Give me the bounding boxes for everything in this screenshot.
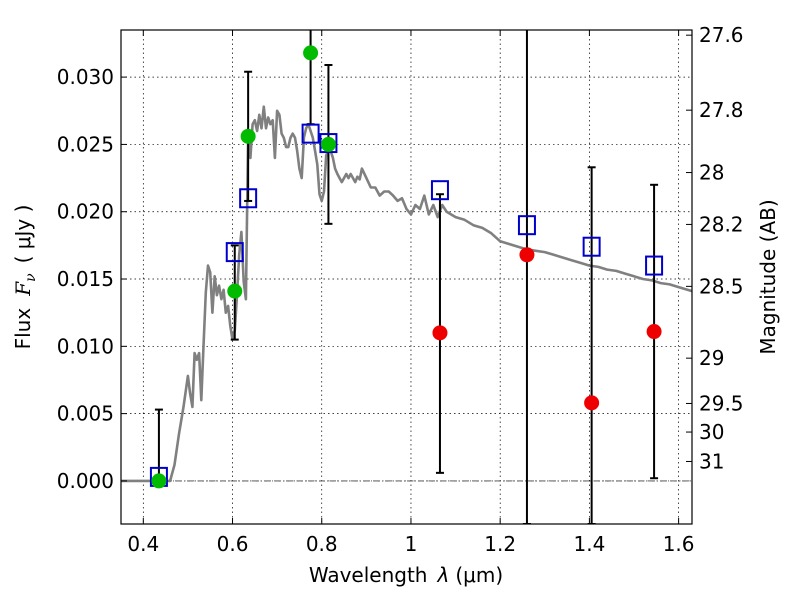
model-photometry-point — [430, 180, 449, 201]
x-tick-label: 1.2 — [484, 532, 516, 556]
detection-point — [303, 45, 319, 61]
detection-point — [227, 283, 243, 299]
non-detection-point — [432, 325, 448, 341]
non-detection-point — [519, 247, 535, 263]
y-axis-title-symbol: F — [11, 281, 35, 297]
y2-tick-label: 27.8 — [699, 98, 744, 122]
y2-tick-label: 28 — [699, 161, 724, 185]
y2-tick-label: 31 — [699, 449, 724, 473]
model-photometry-group — [149, 123, 664, 487]
y2-tick-label: 27.6 — [699, 23, 744, 47]
non-detection-point — [584, 395, 600, 411]
detection-point — [151, 473, 167, 489]
x-axis-title-unit: (μm) — [455, 563, 503, 587]
x-axis-title-symbol: λ — [437, 563, 450, 587]
y-axis-title-unit: ( μJy ) — [11, 205, 35, 264]
y2-tick-label: 28.2 — [699, 212, 744, 236]
y-axis-title-subscript: ν — [23, 273, 39, 282]
model-photometry-point — [517, 215, 536, 236]
y-tick-label: 0.015 — [57, 267, 114, 291]
model-spectrum-group — [121, 105, 692, 483]
y-tick-label: 0.005 — [57, 402, 114, 426]
detection-point — [320, 136, 336, 152]
model-photometry-point — [582, 236, 601, 257]
y-axis-title-text: Flux — [11, 308, 35, 350]
y2-tick-label: 28.5 — [699, 274, 744, 298]
y-axis-title: Flux Fν ( μJy ) — [11, 205, 39, 350]
y2-tick-label: 29.5 — [699, 391, 744, 415]
x-tick-label: 0.8 — [306, 532, 338, 556]
y-tick-label: 0.030 — [57, 65, 114, 89]
y2-axis-title: Magnitude (AB) — [756, 199, 780, 354]
y-tick-label: 0.010 — [57, 334, 114, 358]
x-tick-label: 1.4 — [573, 532, 605, 556]
y2-tick-label: 30 — [699, 420, 724, 444]
plot-area — [121, 30, 692, 524]
x-tick-label: 1.6 — [663, 532, 695, 556]
model-photometry-point — [225, 242, 244, 263]
non-detection-point — [646, 324, 662, 340]
x-axis-title-text: Wavelength — [309, 563, 428, 587]
plot-frame — [120, 29, 693, 525]
y-tick-label: 0.000 — [57, 469, 114, 493]
model-photometry-point — [645, 255, 664, 276]
y-tick-label: 0.020 — [57, 200, 114, 224]
x-axis-title: Wavelength λ (μm) — [309, 563, 503, 587]
ticks: 0.4 0.6 0.8 1 1.2 1.4 1.6 0.000 0.005 0.010 0.015 0… — [57, 23, 744, 556]
x-tick-label: 0.6 — [217, 532, 249, 556]
detection-point — [240, 128, 256, 144]
model-photometry-point — [239, 188, 258, 209]
y2-tick-label: 29 — [699, 346, 724, 370]
observed-points-group — [151, 45, 662, 489]
model-photometry-point — [319, 133, 338, 154]
y-tick-label: 0.025 — [57, 132, 114, 156]
model-photometry-point — [301, 123, 320, 144]
x-tick-label: 0.4 — [127, 532, 159, 556]
x-tick-label: 1 — [405, 532, 418, 556]
model-spectrum-line — [121, 105, 692, 483]
